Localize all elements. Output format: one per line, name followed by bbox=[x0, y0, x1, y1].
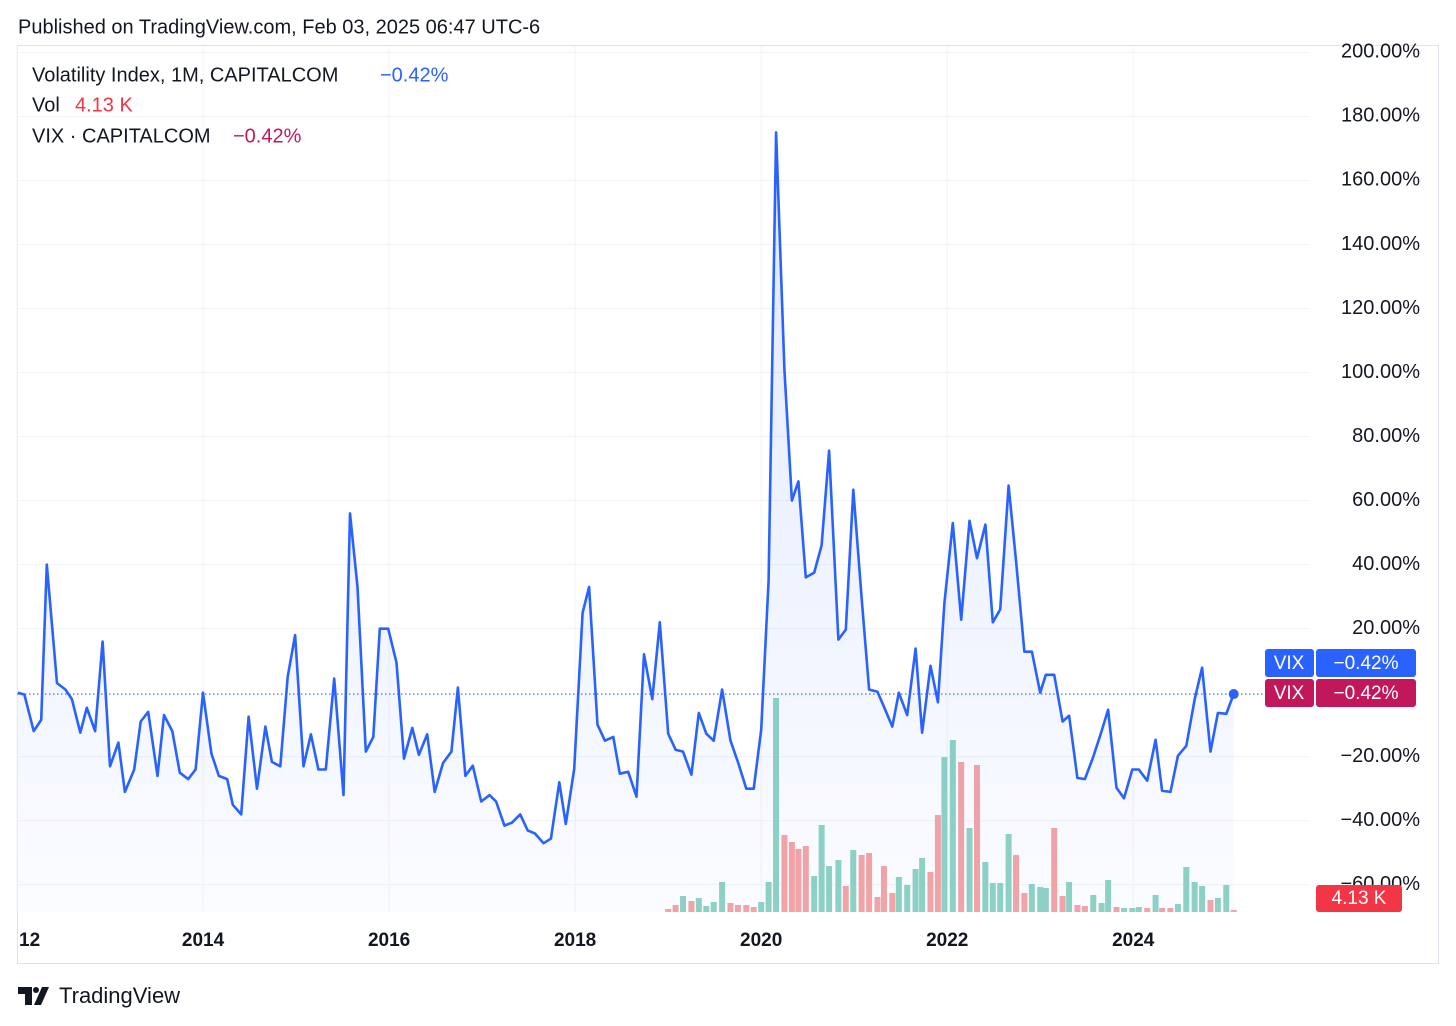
tag-symbol: VIX bbox=[1274, 653, 1305, 674]
y-tick-label: 140.00% bbox=[1341, 233, 1420, 255]
legend-title: Volatility Index, 1M, CAPITALCOM bbox=[32, 64, 338, 86]
legend-name: VIX · CAPITALCOM bbox=[32, 125, 211, 147]
logo-mark bbox=[18, 987, 49, 1005]
legend-value: −0.42% bbox=[233, 125, 302, 147]
price-tags: VIX −0.42% VIX −0.42% 4.13 K bbox=[1265, 649, 1416, 912]
logo-dot bbox=[33, 987, 39, 993]
line bbox=[17, 131, 1235, 845]
tag-value: 4.13 K bbox=[1332, 888, 1387, 909]
y-tick-label: 180.00% bbox=[1341, 105, 1420, 127]
x-tick-label: 2022 bbox=[926, 930, 968, 951]
last-point bbox=[1228, 689, 1239, 700]
legend-value: −0.42% bbox=[380, 64, 449, 86]
header: Published on TradingView.com, Feb 03, 20… bbox=[18, 16, 540, 38]
area bbox=[17, 132, 1234, 912]
legend-name: Vol bbox=[32, 94, 60, 116]
x-tick-label: 2014 bbox=[182, 930, 225, 951]
x-tick-label: 2024 bbox=[1112, 930, 1155, 951]
y-tick-label: 80.00% bbox=[1352, 425, 1420, 447]
x-tick-label: 2016 bbox=[368, 930, 410, 951]
volume-bar bbox=[1230, 909, 1237, 912]
tag-box bbox=[1316, 679, 1416, 707]
y-tick-label: 120.00% bbox=[1341, 297, 1420, 319]
legend-value: 4.13 K bbox=[75, 94, 133, 116]
y-tick-label: 40.00% bbox=[1352, 553, 1420, 575]
axes: −60.00%−40.00%−20.00%20.00%40.00%60.00%8… bbox=[19, 41, 1420, 951]
tag-box bbox=[1316, 649, 1416, 677]
y-tick-label: 160.00% bbox=[1341, 169, 1420, 191]
tag-symbol: VIX bbox=[1274, 683, 1305, 704]
footer: TradingView bbox=[59, 983, 180, 1008]
x-tick-label: 2018 bbox=[554, 930, 596, 951]
tag-box bbox=[1316, 885, 1402, 912]
legend: Volatility Index, 1M, CAPITALCOM −0.42% … bbox=[32, 64, 449, 147]
y-tick-label: 200.00% bbox=[1341, 41, 1420, 63]
x-tick-label: 12 bbox=[19, 930, 40, 951]
tag-value: −0.42% bbox=[1334, 683, 1399, 704]
tag-value: −0.42% bbox=[1334, 653, 1399, 674]
plot bbox=[17, 131, 1310, 912]
grid bbox=[16, 46, 1310, 912]
y-tick-label: 100.00% bbox=[1341, 361, 1420, 383]
y-tick-label: −40.00% bbox=[1340, 809, 1420, 831]
y-tick-label: 60.00% bbox=[1352, 489, 1420, 511]
y-tick-label: −20.00% bbox=[1340, 745, 1420, 767]
tag-box bbox=[1265, 679, 1314, 707]
tag-box bbox=[1265, 649, 1314, 677]
x-tick-label: 2020 bbox=[740, 930, 782, 951]
y-tick-label: 20.00% bbox=[1352, 617, 1420, 639]
logo: TradingView bbox=[18, 983, 180, 1008]
